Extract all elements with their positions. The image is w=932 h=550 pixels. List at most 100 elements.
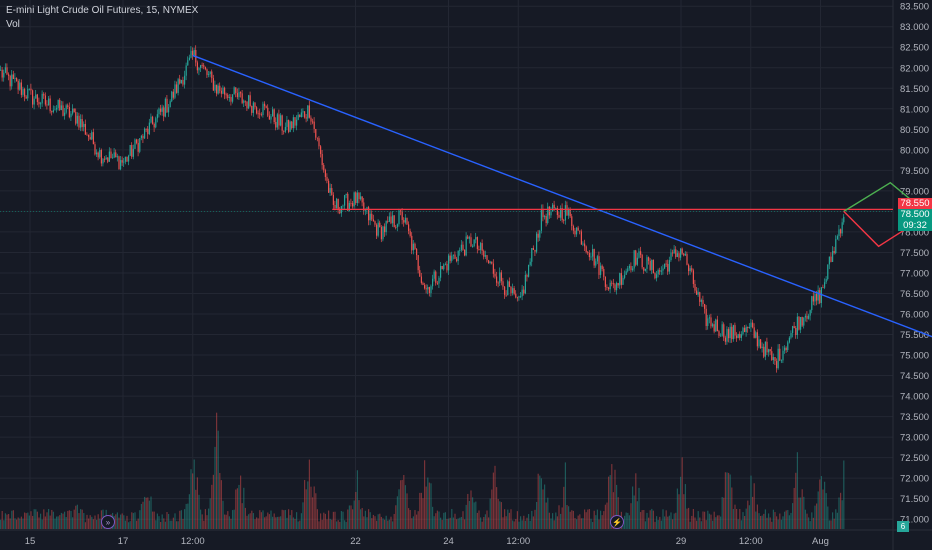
volume-bar [118,517,120,529]
volume-bar [300,513,302,529]
candle-body [792,326,794,333]
event-icon-left[interactable]: » [101,515,115,529]
candle-body [73,108,75,113]
volume-bar [680,476,682,529]
x-tick-label: 12:00 [739,536,763,547]
candle-body [588,252,590,258]
volume-bar [752,496,754,529]
candle-body [102,158,104,164]
candle-body [577,227,579,231]
volume-value-badge: 6 [897,521,909,532]
candle-body [627,268,629,272]
candle-body [126,156,128,162]
volume-bar [427,477,429,529]
candle-body [38,101,40,105]
volume-bar [192,473,194,529]
volume-bar [211,484,213,529]
candle-body [222,87,224,94]
volume-bar [540,478,542,529]
volume-bar [190,469,192,529]
candle-body [28,88,30,90]
candle-body [692,270,694,284]
candle-body [169,101,171,108]
volume-bar [742,512,744,529]
candle-body [398,210,400,225]
candle-body [336,198,338,209]
volume-bar [296,512,298,529]
volume-bar [395,505,397,529]
candle-body [345,193,347,196]
candle-body [348,203,350,211]
volume-bar [443,512,445,529]
volume-bar [609,475,611,529]
volume-bar [120,514,122,529]
candle-body [99,149,101,158]
candle-body [707,318,709,326]
candle-body [803,317,805,326]
candle-body [129,145,131,156]
volume-bar [411,518,413,529]
volume-bar [560,513,562,529]
volume-bar [59,515,61,529]
volume-bar [587,509,589,529]
candle-body [540,209,542,231]
candle-body [19,82,21,90]
candle-body [278,114,280,126]
volume-bar [467,493,469,529]
volume-bar [169,520,171,529]
volume-bar [480,517,482,529]
current-price-tag: 78.500 [898,209,932,221]
candle-body [72,108,74,114]
volume-bar [720,516,722,529]
volume-bar [612,492,614,529]
volume-bar [798,497,800,529]
candle-body [451,255,453,261]
volume-bar [16,519,18,529]
volume-bar [49,515,51,529]
volume-bar [811,512,813,529]
volume-bar [827,506,829,529]
candle-body [219,85,221,91]
volume-bar [566,505,568,529]
candle-body [665,263,667,265]
volume-bar [235,489,237,529]
volume-bar [41,519,43,529]
volume-bar [388,519,390,529]
candle-body [545,216,547,224]
candle-body [843,216,845,223]
volume-bar [745,508,747,529]
volume-bar [721,497,723,529]
volume-indicator-label[interactable]: Vol [6,19,20,30]
volume-bar [790,512,792,529]
candle-body [176,84,178,93]
volume-bar [542,489,544,529]
volume-bar [432,506,434,529]
x-tick-label: Aug [812,536,829,547]
y-tick-label: 80.000 [900,145,929,156]
candle-body [172,91,174,98]
volume-bar [281,509,283,529]
volume-bar [504,509,506,529]
candle-body [46,104,48,106]
volume-bar [492,472,494,529]
volume-bar [36,511,38,529]
volume-bar [171,520,173,529]
candle-body [230,97,232,102]
candle-body [252,102,254,113]
candle-body [137,142,139,152]
candle-body [241,93,243,103]
volume-bar [324,513,326,529]
candle-body [576,227,578,235]
volume-bar [505,516,507,529]
candle-body [747,326,749,328]
volume-bar [430,483,432,529]
candle-body [376,224,378,236]
volume-bar [376,520,378,529]
event-icon-right[interactable]: ⚡ [610,515,624,529]
candle-body [700,300,702,302]
symbol-title[interactable]: E-mini Light Crude Oil Futures, 15, NYME… [6,5,199,16]
candle-body [208,74,210,75]
y-tick-label: 80.500 [900,125,929,136]
